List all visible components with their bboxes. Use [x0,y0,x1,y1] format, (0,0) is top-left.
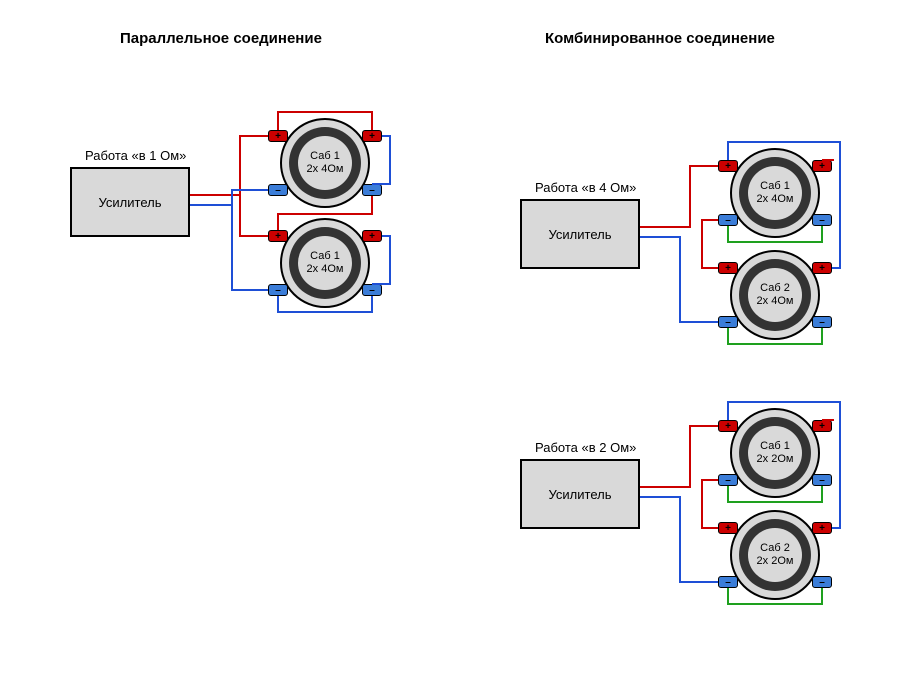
terminal-pos-icon: + [718,262,738,274]
terminal-pos-icon: + [812,420,832,432]
terminal-neg-icon: – [718,576,738,588]
amplifier-combo2: Усилитель [520,459,640,529]
speaker-parallel-1-name: Саб 1 [310,150,340,163]
terminal-neg-icon: – [362,284,382,296]
speaker-combo2-2: Саб 2 2x 2Ом [730,510,820,600]
amplifier-parallel: Усилитель [70,167,190,237]
speaker-combo4-1-spec: 2x 4Ом [757,193,794,206]
terminal-neg-icon: – [718,214,738,226]
speaker-parallel-2-name: Саб 1 [310,250,340,263]
speaker-combo2-1-name: Саб 1 [760,440,790,453]
terminal-pos-icon: + [362,130,382,142]
amplifier-combo2-label: Усилитель [549,487,612,502]
terminal-neg-icon: – [812,474,832,486]
heading-combined: Комбинированное соединение [545,30,775,47]
terminal-pos-icon: + [718,160,738,172]
terminal-neg-icon: – [718,474,738,486]
terminal-neg-icon: – [718,316,738,328]
label-combo2-ohm: Работа «в 2 Ом» [535,440,636,455]
speaker-combo2-1-spec: 2x 2Ом [757,453,794,466]
heading-parallel: Параллельное соединение [120,30,322,47]
speaker-parallel-2: Саб 1 2x 4Ом [280,218,370,308]
speaker-combo4-1: Саб 1 2x 4Ом [730,148,820,238]
amplifier-combo4-label: Усилитель [549,227,612,242]
speaker-combo4-2-name: Саб 2 [760,282,790,295]
terminal-neg-icon: – [268,284,288,296]
label-parallel-ohm: Работа «в 1 Ом» [85,148,186,163]
amplifier-combo4: Усилитель [520,199,640,269]
speaker-combo4-2-spec: 2x 4Ом [757,295,794,308]
terminal-neg-icon: – [268,184,288,196]
speaker-combo4-1-name: Саб 1 [760,180,790,193]
terminal-pos-icon: + [362,230,382,242]
speaker-combo2-2-spec: 2x 2Ом [757,555,794,568]
speaker-parallel-2-spec: 2x 4Ом [307,263,344,276]
speaker-combo4-2: Саб 2 2x 4Ом [730,250,820,340]
terminal-neg-icon: – [812,316,832,328]
terminal-pos-icon: + [812,160,832,172]
speaker-combo2-2-name: Саб 2 [760,542,790,555]
terminal-neg-icon: – [812,576,832,588]
terminal-pos-icon: + [812,262,832,274]
speaker-parallel-1-spec: 2x 4Ом [307,163,344,176]
terminal-pos-icon: + [718,420,738,432]
terminal-neg-icon: – [362,184,382,196]
speaker-combo2-1: Саб 1 2x 2Ом [730,408,820,498]
speaker-parallel-1: Саб 1 2x 4Ом [280,118,370,208]
amplifier-parallel-label: Усилитель [99,195,162,210]
terminal-pos-icon: + [718,522,738,534]
terminal-pos-icon: + [268,230,288,242]
terminal-neg-icon: – [812,214,832,226]
terminal-pos-icon: + [812,522,832,534]
label-combo4-ohm: Работа «в 4 Ом» [535,180,636,195]
terminal-pos-icon: + [268,130,288,142]
